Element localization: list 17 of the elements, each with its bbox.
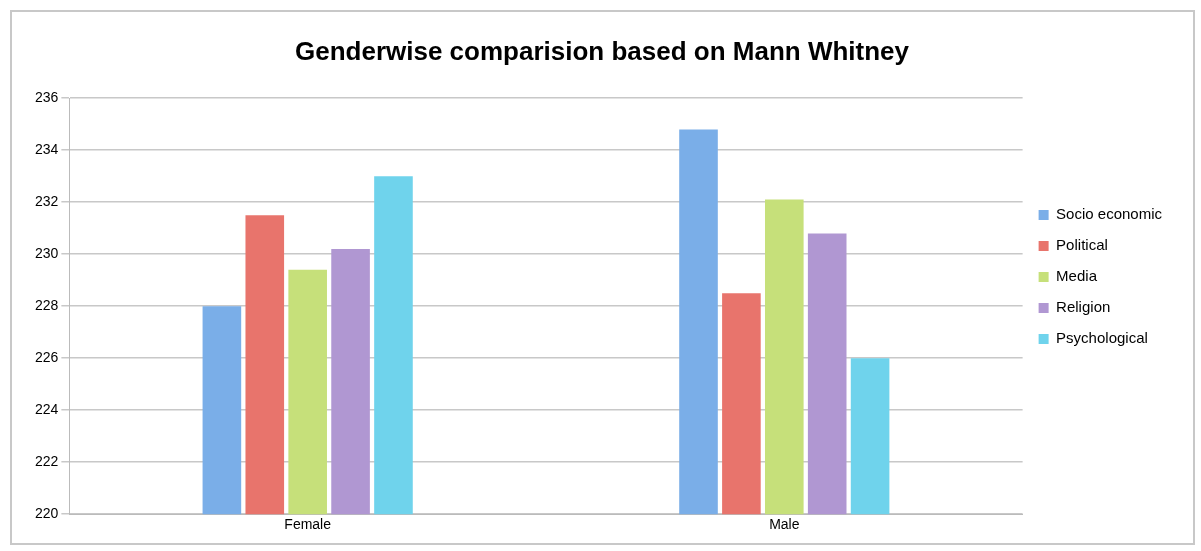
y-tick-label: 224 [35,401,59,418]
y-tick-label: 230 [35,245,59,262]
y-tick-label: 220 [35,505,59,522]
legend-label: Socio economic [1056,205,1163,223]
x-tick-label: Female [284,516,332,533]
chart-title: Genderwise comparision based on Mann Whitney [295,35,910,66]
legend-label: Religion [1056,298,1111,316]
x-tick-label: Male [769,516,800,533]
y-tick-label: 236 [35,89,59,106]
y-tick-label: 232 [35,193,59,210]
y-tick-label: 222 [35,453,59,470]
y-tick-label: 226 [35,349,59,366]
legend-label: Psychological [1056,329,1148,347]
y-tick-label: 234 [35,141,59,158]
legend-label: Media [1056,267,1098,285]
legend-label: Political [1056,236,1108,254]
y-tick-label: 228 [35,297,59,314]
